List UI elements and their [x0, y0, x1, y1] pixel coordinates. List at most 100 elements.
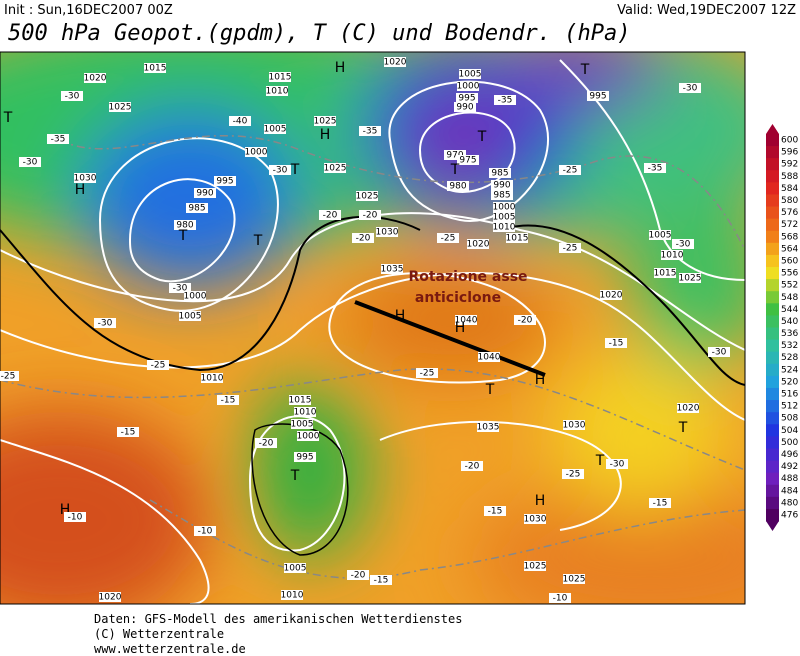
contour-label: -25 — [151, 361, 166, 371]
pressure-center: T — [595, 453, 605, 469]
contour-label: 1010 — [661, 251, 684, 261]
colorbar-label: 588 — [781, 172, 798, 182]
colorbar-segment — [766, 460, 779, 474]
pressure-center: T — [290, 162, 300, 178]
pressure-center: T — [450, 162, 460, 178]
label-box — [184, 291, 206, 301]
colorbar-segment — [766, 496, 779, 510]
label-box — [186, 203, 208, 213]
label-box — [524, 561, 546, 571]
contour-label: -20 — [323, 211, 338, 221]
contour-label: 1030 — [376, 228, 399, 238]
colorbar-label: 600 — [781, 136, 798, 146]
colorbar-segment — [766, 291, 779, 304]
colorbar-segment — [766, 412, 779, 425]
label-box — [281, 590, 303, 600]
label-box — [194, 188, 216, 198]
contour-label: -30 — [173, 284, 188, 294]
contour-label: -20 — [259, 439, 274, 449]
label-box — [708, 347, 730, 357]
label-box — [677, 403, 699, 413]
label-box — [384, 57, 406, 67]
pressure-center: T — [678, 420, 688, 436]
label-box — [324, 163, 346, 173]
colorbar-label: 500 — [781, 438, 798, 448]
label-box — [356, 191, 378, 201]
label-box — [61, 91, 83, 101]
label-box — [644, 163, 666, 173]
contour-label: -25 — [1, 372, 16, 382]
contour-label: -15 — [121, 428, 136, 438]
contour-label: 1010 — [266, 87, 289, 97]
label-box — [347, 570, 369, 580]
contour-label: 1035 — [477, 423, 500, 433]
label-box — [117, 427, 139, 437]
label-box — [179, 311, 201, 321]
contour-label: 1010 — [294, 408, 317, 418]
contour-label: -35 — [498, 96, 513, 106]
contour-label: 1025 — [314, 117, 337, 127]
colorbar-label: 532 — [781, 341, 798, 351]
label-box — [269, 165, 291, 175]
label-box — [266, 86, 288, 96]
contour-label: -30 — [676, 240, 691, 250]
pressure-center: H — [535, 493, 546, 509]
colorbar-segment — [766, 508, 779, 522]
label-box — [314, 116, 336, 126]
colorbar-segment — [766, 424, 779, 437]
pressure-center: T — [178, 228, 188, 244]
colorbar-label: 552 — [781, 281, 798, 291]
colorbar-label: 592 — [781, 160, 798, 170]
contour-label: 1025 — [679, 274, 702, 284]
contour-label: 1005 — [649, 231, 672, 241]
contour-label: 995 — [216, 177, 233, 187]
contour-label: -30 — [683, 84, 698, 94]
colorbar-label: 480 — [781, 498, 798, 508]
contour-label: 985 — [493, 191, 510, 201]
label-box — [672, 239, 694, 249]
colorbar-segment — [766, 484, 779, 498]
colorbar-segment — [766, 230, 779, 244]
contour-label: 1000 — [457, 82, 480, 92]
contour-label: -15 — [653, 499, 668, 509]
contour-label: 1015 — [269, 73, 292, 83]
colorbar-label: 520 — [781, 377, 798, 387]
colorbar-label: 580 — [781, 196, 798, 206]
contour-label: -15 — [374, 576, 389, 586]
annotation: Rotazione asse — [408, 269, 527, 285]
label-box — [64, 512, 86, 522]
contour-label: 1025 — [324, 164, 347, 174]
label-box — [562, 469, 584, 479]
pressure-center: H — [335, 60, 346, 76]
label-box — [284, 563, 306, 573]
contour-label: -20 — [351, 571, 366, 581]
colorbar-segment — [766, 472, 779, 486]
contour-label: -30 — [65, 92, 80, 102]
contour-label: -30 — [23, 158, 38, 168]
label-box — [381, 264, 403, 274]
label-box — [359, 210, 381, 220]
contour-label: 1025 — [524, 562, 547, 572]
contour-label: 1030 — [524, 515, 547, 525]
colorbar-label: 476 — [781, 511, 798, 521]
colorbar-segment — [766, 267, 779, 280]
colorbar-segment — [766, 400, 779, 413]
colorbar-segment — [766, 146, 779, 159]
label-box — [606, 459, 628, 469]
contour-label: 1000 — [493, 203, 516, 213]
contour-label: 1015 — [144, 64, 167, 74]
label-box — [493, 222, 515, 232]
contour-label: 1010 — [493, 223, 516, 233]
contour-label: -30 — [98, 319, 113, 329]
map-title: 500 hPa Geopot.(gpdm), T (C) und Bodendr… — [8, 21, 631, 46]
label-box — [294, 452, 316, 462]
label-box — [455, 315, 477, 325]
label-box — [679, 273, 701, 283]
label-box — [477, 422, 499, 432]
contour-label: -20 — [356, 234, 371, 244]
colorbar-segment — [766, 327, 779, 341]
colorbar-segment — [766, 315, 779, 328]
label-box — [319, 210, 341, 220]
colorbar-label: 528 — [781, 353, 798, 363]
label-box — [587, 91, 609, 101]
